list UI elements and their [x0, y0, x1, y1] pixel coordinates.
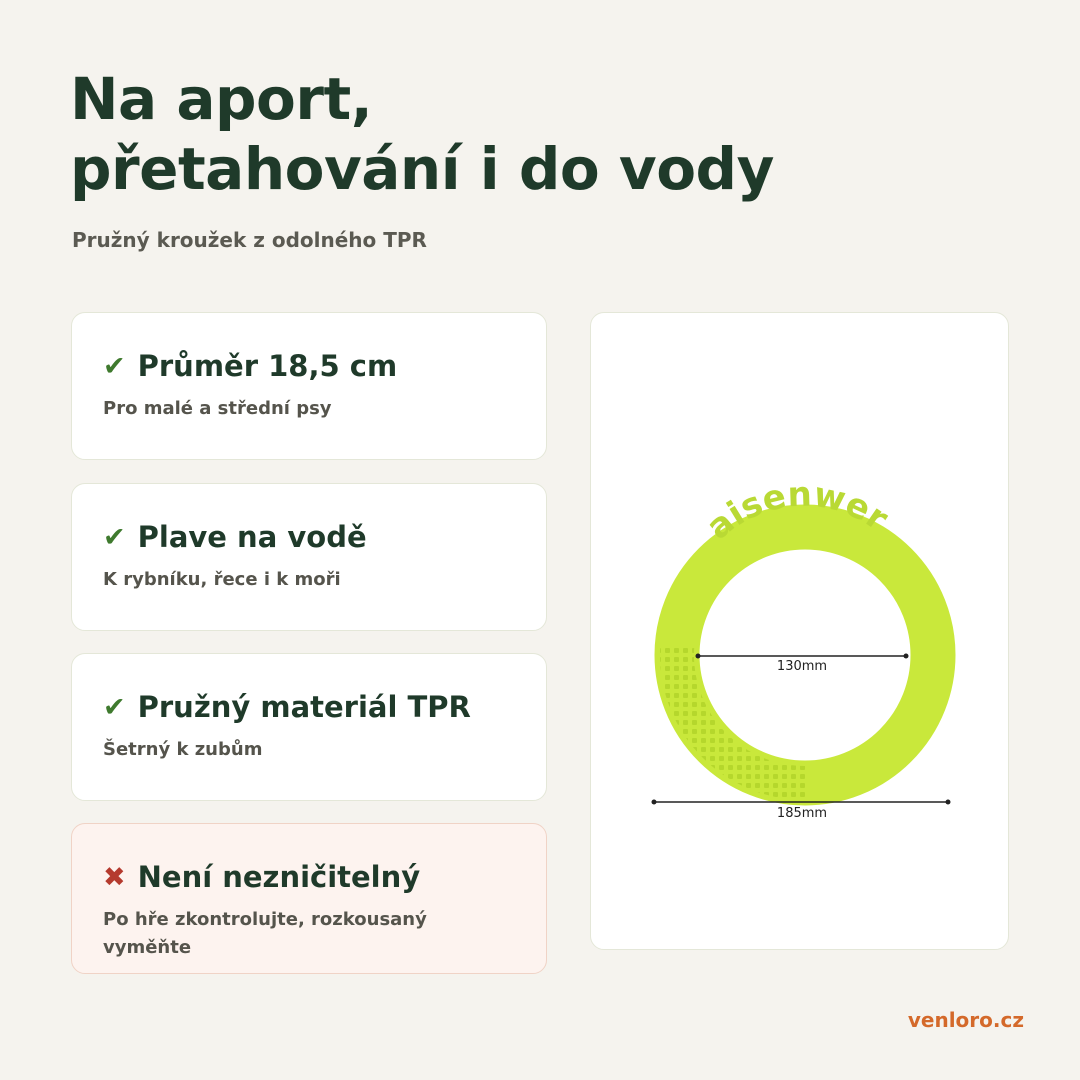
feature-card: ✔ Pružný materiál TPR Šetrný k zubům — [71, 653, 547, 801]
dimension-end — [903, 653, 909, 659]
ring-texture — [660, 510, 950, 800]
check-icon: ✔ — [103, 691, 126, 723]
dimension-end — [651, 799, 657, 805]
card-text: Po hře zkontrolujte, rozkousaný vyměňte — [103, 909, 427, 958]
card-text: Pro malé a střední psy — [103, 398, 332, 419]
product-image-panel: aisenwer 130mm 185mm — [590, 312, 1009, 950]
card-text: Šetrný k zubům — [103, 739, 263, 760]
subtitle: Pružný kroužek z odolného TPR — [72, 228, 427, 252]
inner-label: 130mm — [777, 659, 827, 674]
card-title: Plave na vodě — [137, 520, 367, 554]
card-title: Pružný materiál TPR — [137, 690, 471, 724]
product-image: aisenwer 130mm 185mm — [651, 475, 956, 821]
card-title: Průměr 18,5 cm — [137, 349, 398, 383]
title: Na aport, přetahování i do vody — [70, 64, 774, 204]
feature-card: ✔ Plave na vodě K rybníku, řece i k moři — [71, 483, 547, 631]
card-title-row: ✔ Pružný materiál TPR — [103, 690, 516, 724]
title-line: přetahování i do vody — [70, 135, 774, 203]
warning-card: ✖ Není nezničitelný Po hře zkontrolujte, … — [71, 823, 547, 974]
dimension-end — [695, 653, 701, 659]
check-icon: ✔ — [103, 350, 126, 382]
card-text: K rybníku, řece i k moři — [103, 569, 341, 590]
title-line: Na aport, — [70, 65, 373, 133]
card-title: Není nezničitelný — [137, 860, 421, 894]
card-title-row: ✔ Průměr 18,5 cm — [103, 349, 516, 383]
outer-label: 185mm — [777, 806, 827, 821]
card-title-row: ✖ Není nezničitelný — [103, 860, 516, 894]
feature-card: ✔ Průměr 18,5 cm Pro malé a střední psy — [71, 312, 547, 460]
card-title-row: ✔ Plave na vodě — [103, 520, 516, 554]
dimension-end — [945, 799, 951, 805]
cross-icon: ✖ — [103, 861, 126, 893]
site-link: venloro.cz — [907, 1008, 1024, 1032]
check-icon: ✔ — [103, 521, 126, 553]
